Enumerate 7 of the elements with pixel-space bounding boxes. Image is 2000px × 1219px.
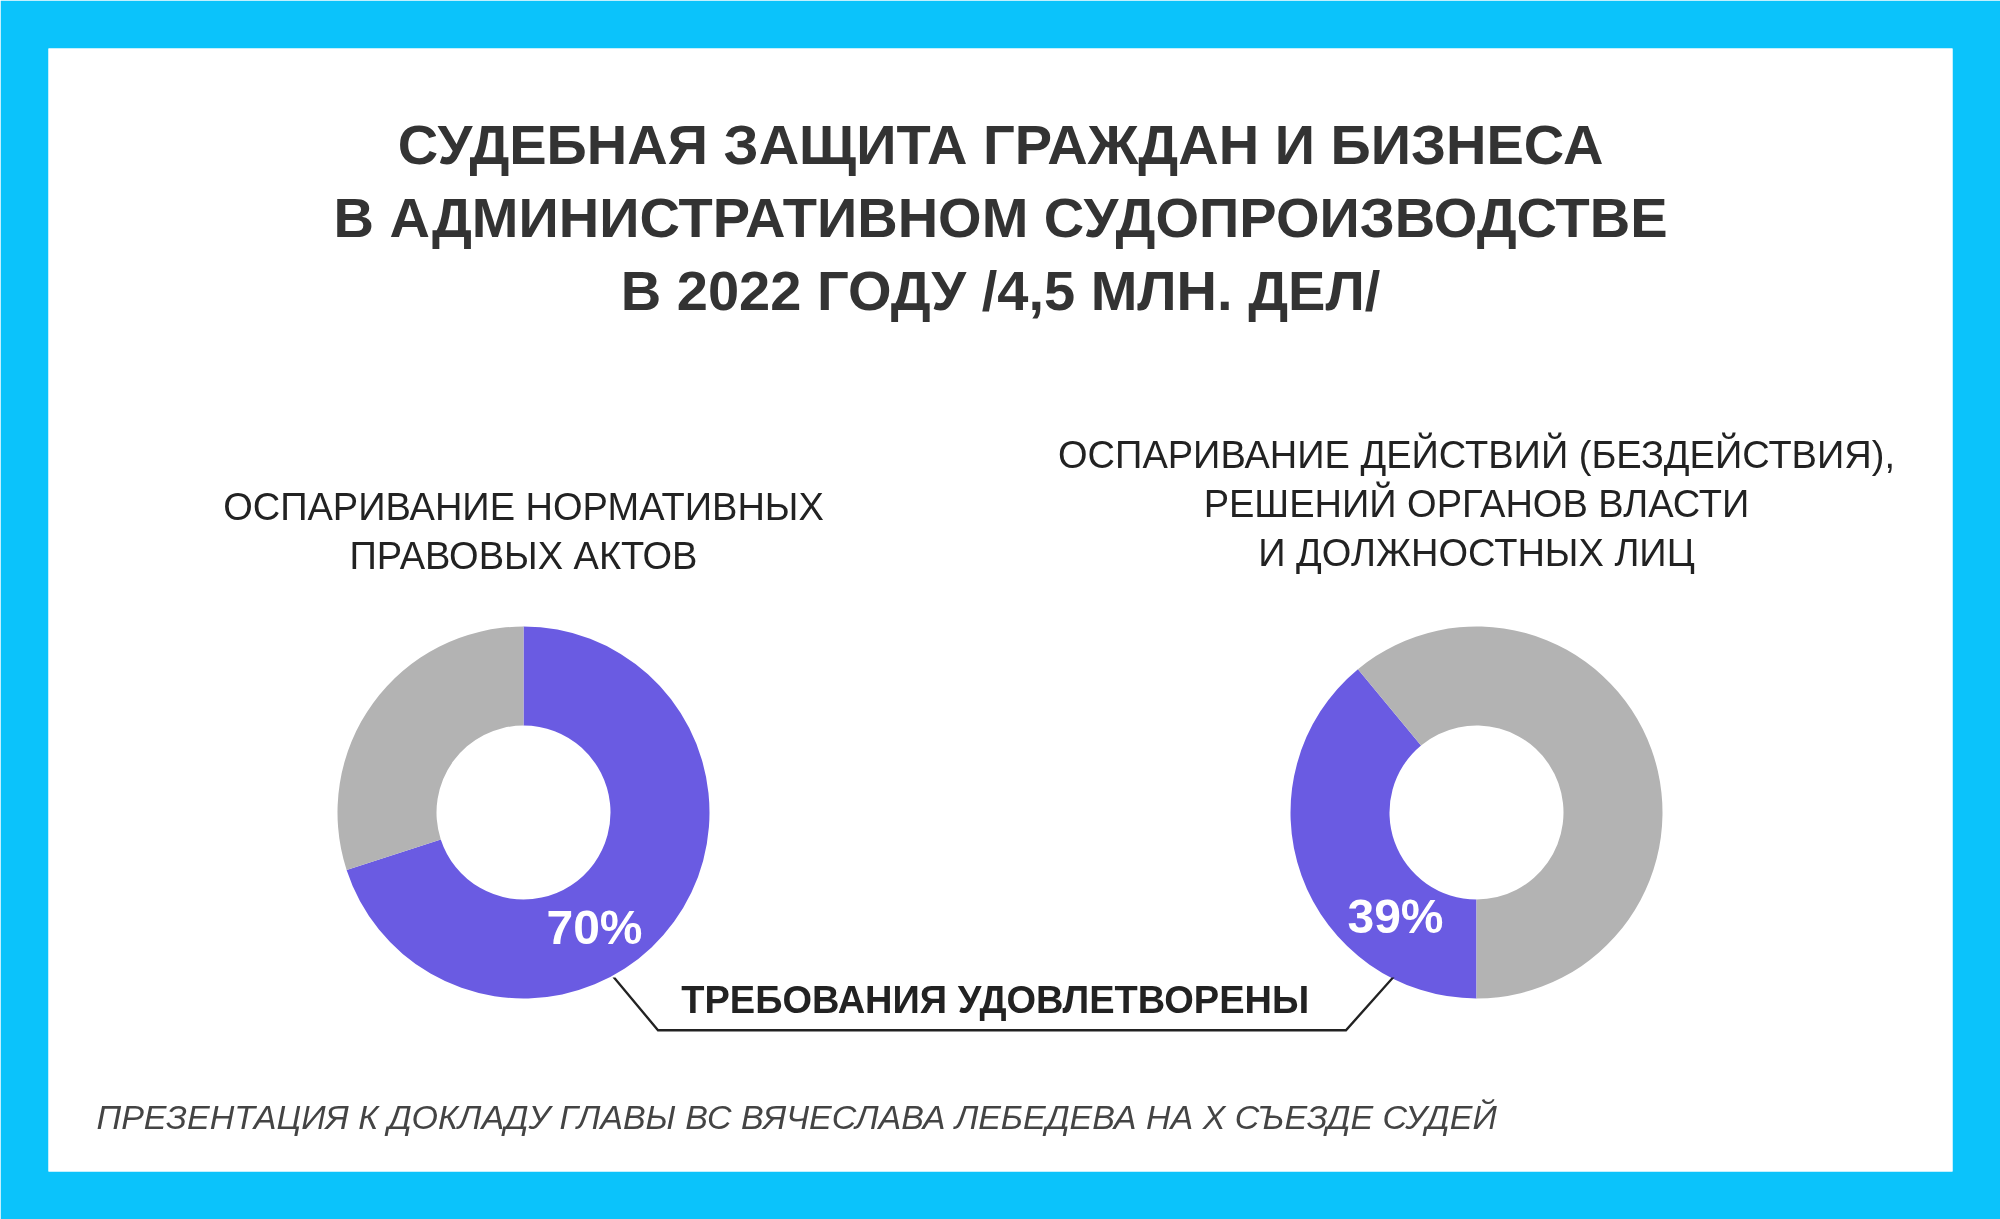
chart-title: ОСПАРИВАНИЕ НОРМАТИВНЫХ ПРАВОВЫХ АКТОВ [223,485,824,577]
data-label: 70% [546,901,643,954]
text: ПРЕЗЕНТАЦИЯ К ДОКЛАДУ ГЛАВЫ ВС ВЯЧЕСЛАВА ЛЕБЕДЕВА НА X СЪЕЗДЕ СУДЕЙ [96,1097,1498,1136]
text: ТРЕБОВАНИЯ УДОВЛЕТВОРЕНЫ [681,978,1310,1021]
chart-title: ОСПАРИВАНИЕ ДЕЙСТВИЙ (БЕЗДЕЙСТВИЯ), РЕШЕНИЙ ОРГАНОВ ВЛАСТИ И ДОЛЖНОСТНЫХ ЛИЦ [1058,431,1895,575]
data-label: 39% [1347,890,1444,943]
text: СУДЕБНАЯ ЗАЩИТА ГРАЖДАН И БИЗНЕСА В АДМИНИСТРАТИВНОМ СУДОПРОИЗВОДСТВЕ В 2022 ГОДУ /4,5 МЛН. ДЕЛ/ [333,113,1668,322]
